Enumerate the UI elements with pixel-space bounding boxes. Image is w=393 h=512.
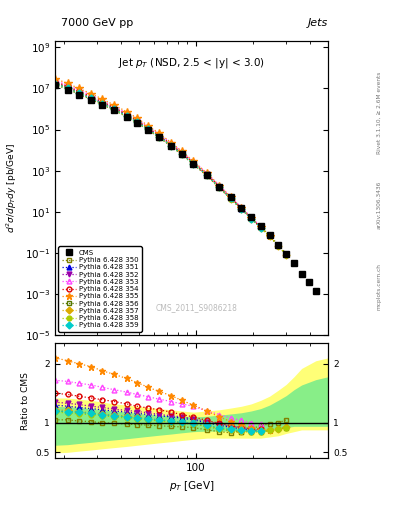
Y-axis label: Ratio to CMS: Ratio to CMS <box>21 372 30 430</box>
X-axis label: $p_T$ [GeV]: $p_T$ [GeV] <box>169 479 214 493</box>
CMS <box>191 161 196 167</box>
CMS <box>76 92 81 98</box>
CMS <box>100 102 105 108</box>
CMS <box>299 270 304 276</box>
CMS <box>292 260 296 266</box>
Legend: CMS, Pythia 6.428 350, Pythia 6.428 351, Pythia 6.428 352, Pythia 6.428 353, Pyt: CMS, Pythia 6.428 350, Pythia 6.428 351,… <box>59 246 142 332</box>
CMS <box>89 97 94 103</box>
Text: Jet $p_T$ (NSD, 2.5 < |y| < 3.0): Jet $p_T$ (NSD, 2.5 < |y| < 3.0) <box>118 56 265 70</box>
CMS <box>53 82 57 89</box>
CMS <box>228 195 233 201</box>
CMS <box>217 183 222 189</box>
Text: CMS_2011_S9086218: CMS_2011_S9086218 <box>156 303 238 312</box>
CMS <box>112 108 117 114</box>
CMS <box>267 232 272 238</box>
Y-axis label: $d^2\sigma/dp_Tdy$ [pb/GeV]: $d^2\sigma/dp_Tdy$ [pb/GeV] <box>5 143 19 233</box>
CMS <box>179 151 184 157</box>
CMS <box>204 172 209 178</box>
CMS <box>65 87 70 93</box>
CMS <box>258 223 263 229</box>
Text: Jets: Jets <box>308 18 328 28</box>
Line: CMS: CMS <box>51 82 319 294</box>
CMS <box>135 120 140 126</box>
CMS <box>307 279 311 285</box>
CMS <box>124 114 129 120</box>
CMS <box>276 242 281 248</box>
Text: arXiv:1306.3436: arXiv:1306.3436 <box>377 181 382 229</box>
Text: mcplots.cern.ch: mcplots.cern.ch <box>377 263 382 310</box>
Text: 7000 GeV pp: 7000 GeV pp <box>61 18 133 28</box>
CMS <box>157 134 162 140</box>
CMS <box>249 214 253 220</box>
CMS <box>313 288 318 294</box>
CMS <box>169 143 174 149</box>
CMS <box>284 251 288 257</box>
CMS <box>239 205 244 211</box>
CMS <box>146 127 151 133</box>
Text: Rivet 3.1.10, ≥ 2.6M events: Rivet 3.1.10, ≥ 2.6M events <box>377 72 382 154</box>
